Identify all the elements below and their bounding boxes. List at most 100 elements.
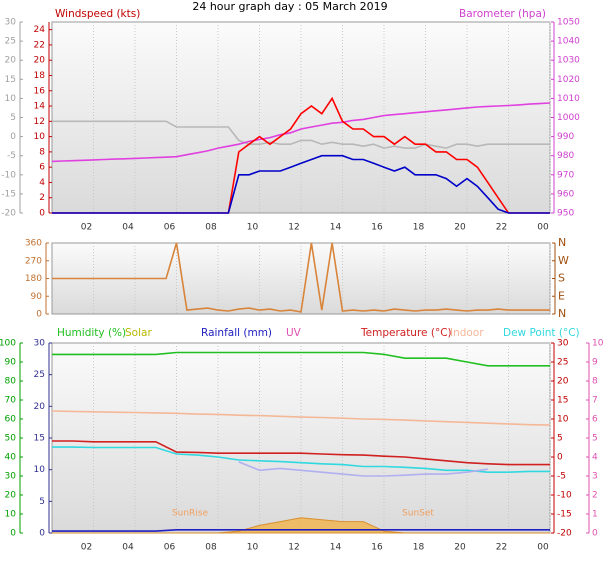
y-tick-label: 2 (39, 193, 45, 203)
x-tick-label: 22 (496, 223, 507, 233)
y-tick-label: 1020 (557, 75, 580, 85)
y-tick-label: -10 (557, 491, 572, 501)
y-tick-label: 2 (592, 491, 598, 501)
y-tick-label: 6 (39, 163, 45, 173)
x-tick-label: 10 (247, 543, 259, 553)
x-tick-label: 20 (454, 543, 466, 553)
y-tick-label: 5 (557, 434, 563, 444)
y-tick-label: 180 (25, 274, 42, 284)
y-tick-label: 1000 (557, 113, 580, 123)
y-tick-label: 30 (5, 18, 17, 28)
y-tick-label: 1 (592, 510, 598, 520)
y-tick-label: 1040 (557, 37, 580, 47)
line (52, 529, 550, 532)
y-tick-label: 70 (5, 396, 17, 406)
line (52, 351, 550, 367)
y-tick-label: 90 (31, 292, 43, 302)
line (52, 154, 550, 214)
y-tick-label: W (558, 254, 569, 267)
y-tick-label: 6 (592, 415, 598, 425)
y-tick-label: 30 (34, 339, 46, 349)
y-tick-label: 80 (5, 377, 17, 387)
x-tick-label: 10 (247, 223, 259, 233)
y-tick-label: 5 (39, 497, 45, 507)
y-tick-label: 10 (34, 465, 46, 475)
y-tick-label: 3 (592, 472, 598, 482)
y-tick-label: -20 (557, 529, 572, 539)
axis-title: UV (286, 327, 302, 339)
y-tick-label: 970 (557, 170, 574, 180)
y-tick-label: 18 (34, 71, 46, 81)
y-tick-label: 24 (34, 25, 46, 35)
x-tick-label: 18 (413, 223, 425, 233)
y-tick-label: 30 (557, 339, 569, 349)
y-tick-label: 25 (557, 358, 568, 368)
y-tick-label: 7 (592, 396, 598, 406)
y-tick-label: 0 (10, 529, 16, 539)
line (51, 410, 551, 426)
x-tick-label: 02 (81, 223, 92, 233)
y-tick-label: 25 (34, 370, 45, 380)
legend-label: Humidity (%) (57, 327, 126, 339)
legend-label: Temperature (°C) (360, 327, 452, 339)
y-tick-label: 10 (557, 415, 569, 425)
y-tick-label: S (558, 272, 565, 285)
y-tick-label: -15 (557, 510, 572, 520)
y-tick-label: 990 (557, 132, 574, 142)
x-tick-label: 12 (288, 543, 299, 553)
y-tick-label: N (558, 236, 566, 249)
y-tick-label: 14 (34, 102, 46, 112)
legend-label: Dew Point (°C) (503, 327, 580, 339)
y-tick-label: 12 (34, 117, 45, 127)
axis-title: Barometer (hpa) (459, 8, 546, 20)
x-tick-label: 08 (205, 543, 217, 553)
legend-label: Indoor (450, 327, 484, 339)
x-tick-label: 16 (371, 543, 383, 553)
line (52, 120, 550, 149)
y-tick-label: 0 (39, 209, 45, 219)
y-tick-label: 5 (592, 434, 598, 444)
y-tick-label: 15 (34, 434, 45, 444)
y-tick-label: E (558, 289, 565, 302)
legend-label: Solar (125, 327, 152, 339)
y-tick-label: -10 (1, 170, 16, 180)
y-tick-label: 10 (592, 339, 604, 349)
y-tick-label: 9 (592, 358, 598, 368)
y-tick-label: 20 (34, 56, 46, 66)
y-tick-label: 15 (5, 75, 16, 85)
y-tick-label: 8 (592, 377, 598, 387)
y-tick-label: 10 (5, 94, 17, 104)
y-tick-label: 4 (39, 178, 45, 188)
y-tick-label: 5 (10, 113, 16, 123)
y-tick-label: 15 (557, 396, 568, 406)
annotation: SunRise (172, 509, 209, 519)
line (52, 446, 550, 473)
x-tick-label: 00 (537, 223, 549, 233)
y-tick-label: 1010 (557, 94, 580, 104)
y-tick-label: 360 (25, 239, 42, 249)
y-tick-label: 40 (5, 453, 17, 463)
y-tick-label: 950 (557, 209, 574, 219)
graph-title: 24 hour graph day : 05 March 2019 (192, 0, 387, 13)
y-tick-label: 20 (5, 56, 17, 66)
y-tick-label: 1030 (557, 56, 580, 66)
x-tick-label: 18 (413, 543, 425, 553)
annotation: SunSet (402, 509, 434, 519)
y-tick-label: 50 (5, 434, 17, 444)
y-tick-label: 16 (34, 86, 46, 96)
x-tick-label: 06 (164, 223, 176, 233)
y-tick-label: 0 (592, 529, 598, 539)
legend-label: Rainfall (mm) (201, 327, 272, 339)
x-tick-label: 20 (454, 223, 466, 233)
y-tick-label: 10 (5, 510, 17, 520)
y-tick-label: 980 (557, 151, 574, 161)
line (238, 461, 488, 477)
x-tick-label: 16 (371, 223, 383, 233)
x-tick-label: 00 (537, 543, 549, 553)
y-tick-label: 4 (592, 453, 598, 463)
x-tick-label: 06 (164, 543, 176, 553)
y-tick-label: 0 (36, 310, 42, 320)
y-tick-label: -15 (1, 189, 16, 199)
x-tick-label: 04 (122, 543, 134, 553)
y-tick-label: 100 (0, 339, 16, 349)
